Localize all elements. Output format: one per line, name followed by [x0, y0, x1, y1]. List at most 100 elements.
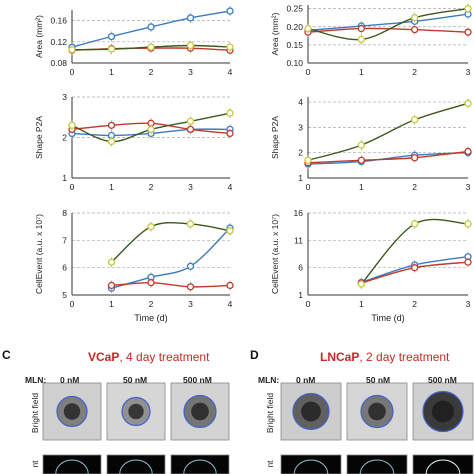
mln-label-d: MLN: — [258, 375, 280, 385]
x-tick-label: 1 — [359, 67, 364, 77]
row-label-nt-d: nt — [265, 460, 275, 468]
dose-label-c-0: 0 nM — [60, 375, 80, 385]
y-tick-label: 2 — [298, 148, 303, 158]
y-tick-label: 1 — [62, 173, 67, 183]
data-point — [107, 258, 116, 266]
data-point — [411, 25, 419, 34]
panel-title-c-rest: , 4 day treatment — [119, 350, 210, 364]
y-tick-label: 0.12 — [50, 37, 67, 47]
panel-letter-c: C — [2, 348, 11, 362]
y-axis-label: Area (mm²) — [34, 15, 44, 58]
data-point — [357, 24, 365, 33]
data-point — [411, 14, 419, 22]
y-tick-label: 4 — [298, 97, 303, 107]
dose-label-d-2: 500 nM — [428, 375, 457, 385]
series-line — [307, 151, 469, 165]
y-tick-label: 0.25 — [286, 4, 303, 14]
spheroid-core — [63, 403, 81, 420]
series-line — [307, 102, 469, 161]
x-tick-label: 0 — [306, 299, 311, 309]
data-point — [226, 281, 234, 290]
data-point — [226, 43, 234, 51]
data-point — [107, 32, 116, 41]
panel-letter-d: D — [250, 348, 259, 362]
chart-right-bottom — [307, 212, 472, 296]
spheroid-core — [368, 402, 386, 421]
x-tick-label: 4 — [228, 299, 233, 309]
data-point — [186, 117, 195, 125]
data-point — [186, 41, 195, 50]
fluorescent-outline — [55, 459, 89, 474]
image-frame — [412, 454, 474, 474]
data-point — [147, 279, 155, 287]
x-tick-label: 0 — [70, 299, 75, 309]
y-tick-label: 3 — [298, 122, 303, 132]
row-label-nt-c: nt — [30, 460, 40, 468]
x-tick-label: 3 — [188, 67, 193, 77]
panel-title-d-rest: , 2 day treatment — [359, 350, 450, 364]
series-line — [307, 150, 469, 164]
image-fluorescence-3 — [280, 454, 342, 474]
fluorescent-outline — [425, 459, 461, 474]
image-frame — [42, 454, 102, 474]
fluorescent-outline — [183, 459, 217, 474]
data-point — [226, 227, 234, 235]
image-frame — [280, 454, 342, 474]
panel-title-d-cell: LNCaP — [320, 350, 360, 364]
data-point — [357, 156, 365, 164]
series-line — [307, 7, 469, 41]
x-tick-label: 1 — [109, 67, 114, 77]
image-c-bright-0nm — [42, 382, 102, 441]
y-tick-label: 8 — [62, 208, 67, 218]
x-tick-label: 1 — [359, 182, 364, 192]
data-point — [226, 129, 234, 138]
data-point — [107, 45, 116, 53]
chart-left-bottom — [71, 212, 234, 296]
y-tick-label: 1 — [298, 173, 303, 183]
spheroid-core — [301, 401, 321, 422]
x-tick-label: 0 — [70, 67, 75, 77]
fluorescent-outline — [293, 459, 329, 474]
panel-title-c-cell: VCaP — [88, 350, 120, 364]
image-frame — [346, 454, 408, 474]
y-tick-label: 0.10 — [286, 58, 303, 68]
data-point — [186, 220, 195, 228]
image-frame — [106, 454, 166, 474]
spheroid-core — [191, 402, 209, 421]
panel-title-d: LNCaP, 2 day treatment — [320, 350, 449, 364]
data-point — [186, 283, 195, 291]
y-tick-label: 0.08 — [50, 58, 67, 68]
data-point — [464, 28, 472, 36]
y-tick-label: 6 — [62, 263, 67, 273]
row-label-bright-field-d: Bright field — [265, 392, 275, 434]
image-fluorescence-0 — [42, 454, 102, 474]
x-tick-label: 1 — [359, 299, 364, 309]
dose-label-c-2: 500 nM — [183, 375, 212, 385]
chart-right-top — [304, 3, 472, 64]
x-tick-label: 1 — [109, 299, 114, 309]
x-tick-label: 2 — [412, 182, 417, 192]
data-point — [186, 14, 195, 22]
data-point — [411, 116, 419, 124]
data-point — [226, 109, 234, 117]
data-point — [411, 154, 419, 162]
data-point — [186, 125, 195, 134]
data-point — [107, 137, 116, 146]
y-tick-label: 16 — [294, 208, 304, 218]
dose-label-d-1: 50 nM — [366, 375, 391, 385]
x-tick-label: 2 — [412, 299, 417, 309]
data-point — [107, 121, 116, 129]
data-point — [147, 223, 155, 231]
series-line — [111, 227, 231, 289]
data-point — [411, 264, 419, 272]
x-tick-label: 4 — [228, 67, 233, 77]
image-frame — [170, 454, 230, 474]
x-tick-label: 1 — [109, 182, 114, 192]
image-fluorescence-1 — [106, 454, 166, 474]
data-point — [357, 35, 365, 44]
y-tick-label: 0.15 — [286, 40, 303, 50]
x-tick-label: 3 — [466, 299, 471, 309]
y-tick-label: 0.20 — [286, 22, 303, 32]
x-tick-label: 3 — [188, 182, 193, 192]
